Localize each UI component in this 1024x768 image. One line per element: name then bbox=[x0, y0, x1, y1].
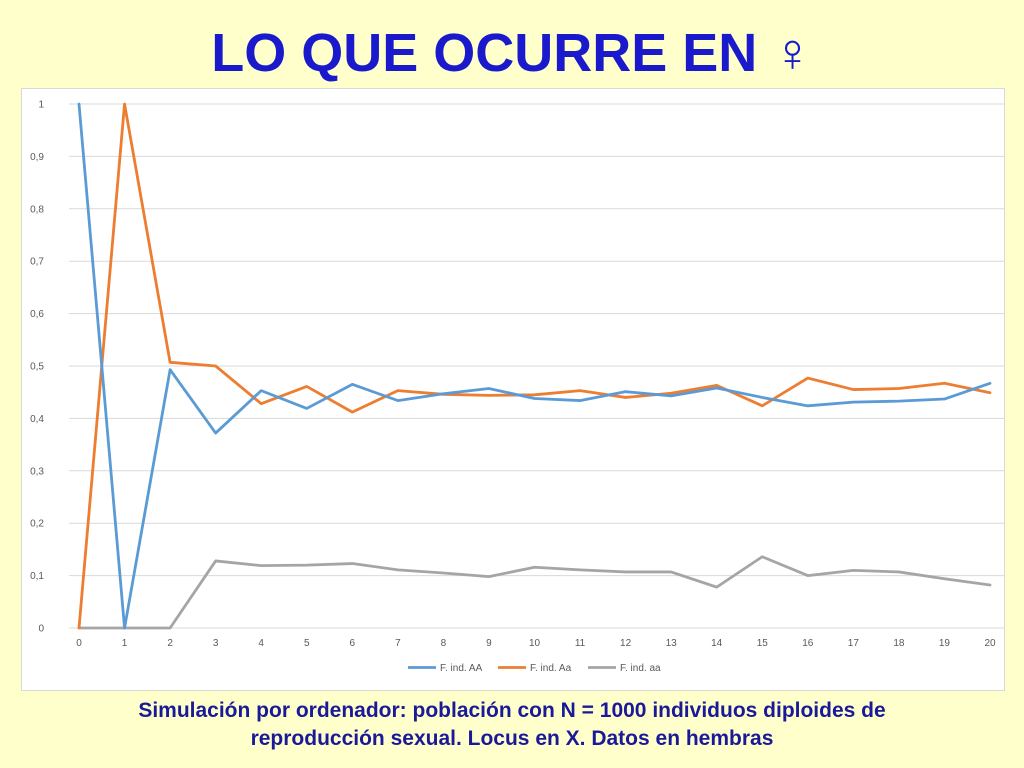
x-tick-label: 13 bbox=[666, 638, 678, 649]
x-tick-label: 16 bbox=[802, 638, 814, 649]
x-axis-ticks: 0 1 2 3 4 5 6 7 8 9 10 11 12 13 14 15 16 17 18 19 20 bbox=[76, 638, 996, 649]
x-tick-label: 20 bbox=[984, 638, 996, 649]
series-lines bbox=[77, 102, 992, 630]
caption-line-1: Simulación por ordenador: población con … bbox=[138, 699, 886, 722]
y-tick-label: 0,9 bbox=[30, 152, 44, 163]
y-tick-label: 0,2 bbox=[30, 519, 44, 530]
y-tick-label: 0,7 bbox=[30, 257, 44, 268]
y-tick-label: 0,5 bbox=[30, 362, 44, 373]
x-tick-label: 6 bbox=[350, 638, 356, 649]
x-tick-label: 2 bbox=[167, 638, 173, 649]
y-tick-label: 0,3 bbox=[30, 466, 44, 477]
caption-line-2: reproducción sexual. Locus en X. Datos e… bbox=[250, 727, 774, 750]
legend-label: F. ind. Aa bbox=[530, 663, 572, 674]
x-tick-label: 14 bbox=[711, 638, 723, 649]
slide-title: LO QUE OCURRE EN ♀ bbox=[211, 23, 813, 83]
y-axis-ticks: 0 0,1 0,2 0,3 0,4 0,5 0,6 0,7 0,8 0,9 1 bbox=[30, 100, 44, 635]
legend-label: F. ind. AA bbox=[440, 663, 483, 674]
series-line bbox=[77, 555, 992, 630]
x-tick-label: 7 bbox=[395, 638, 401, 649]
x-tick-label: 5 bbox=[304, 638, 310, 649]
x-tick-label: 11 bbox=[575, 638, 586, 649]
y-tick-label: 1 bbox=[38, 100, 44, 111]
caption: Simulación por ordenador: población con … bbox=[40, 697, 984, 753]
x-tick-label: 17 bbox=[848, 638, 860, 649]
x-tick-label: 8 bbox=[441, 638, 447, 649]
legend-label: F. ind. aa bbox=[620, 663, 661, 674]
y-tick-label: 0,1 bbox=[30, 571, 44, 582]
x-tick-label: 3 bbox=[213, 638, 219, 649]
x-tick-label: 1 bbox=[122, 638, 128, 649]
y-tick-label: 0,6 bbox=[30, 309, 44, 320]
y-tick-label: 0,8 bbox=[30, 204, 44, 215]
x-tick-label: 10 bbox=[529, 638, 541, 649]
x-tick-label: 12 bbox=[620, 638, 632, 649]
legend: F. ind. AA F. ind. Aa F. ind. aa bbox=[408, 663, 661, 674]
x-tick-label: 18 bbox=[893, 638, 905, 649]
y-tick-label: 0,4 bbox=[30, 414, 44, 425]
x-tick-label: 0 bbox=[76, 638, 82, 649]
x-tick-label: 9 bbox=[486, 638, 492, 649]
y-tick-label: 0 bbox=[38, 624, 44, 635]
grid-lines bbox=[69, 103, 1004, 629]
x-tick-label: 4 bbox=[258, 638, 264, 649]
x-tick-label: 19 bbox=[939, 638, 951, 649]
x-tick-label: 15 bbox=[757, 638, 769, 649]
series-line bbox=[77, 102, 992, 630]
series-line bbox=[77, 102, 992, 630]
